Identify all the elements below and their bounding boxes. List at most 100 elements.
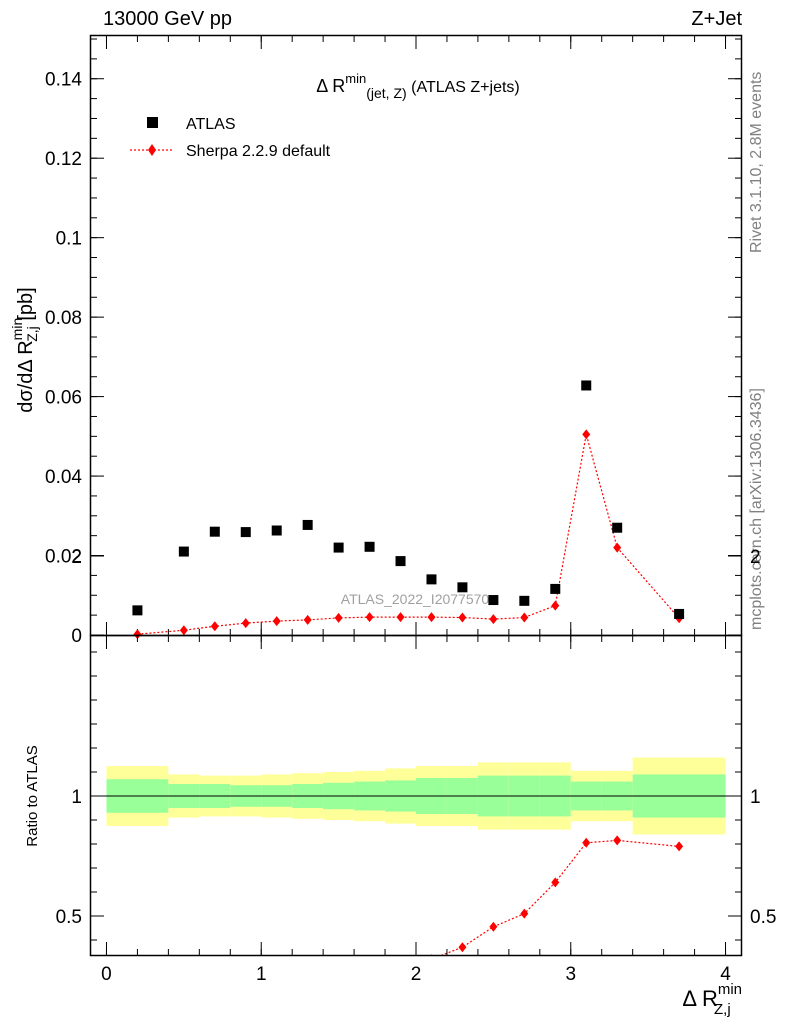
header-right-label: Z+Jet [691, 8, 742, 30]
legend-sherpa-label: Sherpa 2.2.9 default [186, 143, 331, 160]
sherpa-point [210, 621, 219, 632]
main-y-axis-label-sub: Z,j [24, 326, 40, 342]
atlas-point [457, 582, 468, 593]
sherpa-point [582, 429, 591, 440]
ratio-sherpa-point [304, 997, 312, 1007]
x-tick-label: 4 [720, 964, 731, 985]
ratio-sherpa-point [211, 1011, 219, 1021]
sherpa-point [272, 616, 281, 627]
x-tick-label: 2 [411, 964, 422, 985]
x-axis-label-base: Δ R [682, 986, 717, 1011]
main-y-tick-labels: 0 0.02 0.04 0.06 0.08 0.1 0.12 0.14 [45, 70, 82, 647]
ratio-sherpa-point [366, 983, 374, 993]
x-tick-label: 0 [101, 964, 112, 985]
ratio-sherpa-point [335, 985, 343, 995]
main-y-tick-label: 0.06 [45, 388, 82, 409]
atlas-point [240, 527, 251, 538]
ratio-sherpa-point [551, 877, 560, 888]
ratio-sherpa-point [489, 921, 498, 932]
main-y-axis-label-base: dσ/dΔ R [15, 340, 37, 412]
atlas-point [302, 519, 313, 530]
x-tick-label: 1 [256, 964, 267, 985]
ratio-y-tick-label-left: 2 [71, 547, 82, 568]
sherpa-point [133, 629, 142, 640]
ratio-sherpa-point [675, 841, 684, 852]
ratio-y-axis-label: Ratio to ATLAS [24, 745, 41, 846]
atlas-point [271, 525, 282, 536]
analysis-watermark: ATLAS_2022_I2077570 [341, 591, 490, 607]
ratio-sherpa-line [440, 839, 680, 955]
legend-sherpa-marker [148, 144, 156, 156]
main-title-tail: (ATLAS Z+jets) [407, 79, 520, 96]
sherpa-point [179, 625, 188, 636]
atlas-point [674, 608, 685, 619]
atlas-point [364, 541, 375, 552]
x-axis-label-sub: Z,j [714, 1001, 731, 1018]
x-tick-labels: 0 1 2 3 4 [101, 964, 731, 985]
atlas-point [426, 574, 437, 585]
atlas-point [612, 522, 623, 533]
atlas-point [333, 542, 344, 553]
ratio-sherpa-point [520, 908, 529, 919]
legend-atlas-label: ATLAS [186, 116, 236, 133]
main-title-sup: min [345, 71, 366, 86]
main-title-base: Δ R [316, 76, 345, 96]
ratio-sherpa-point [397, 973, 405, 983]
x-axis-label-sup: min [718, 981, 742, 998]
sherpa-point [365, 612, 374, 623]
ratio-axis-ticks [91, 555, 741, 955]
ratio-sherpa-point [273, 1000, 281, 1010]
sherpa-point [427, 612, 436, 623]
main-y-tick-label: 0.1 [56, 229, 82, 250]
main-y-axis-label-tail: [pb] [15, 287, 37, 326]
ratio-y-tick-label-left: 1 [71, 787, 82, 808]
ratio-y-tick-label-right: 1 [750, 787, 761, 808]
main-y-tick-label: 0 [71, 626, 82, 647]
ratio-sherpa-point [613, 835, 622, 846]
main-y-tick-label: 0.04 [45, 467, 82, 488]
ratio-y-tick-labels: 0.5 0.5 1 1 2 2 [56, 547, 777, 928]
atlas-point [581, 380, 592, 391]
ratio-sherpa-point [458, 942, 467, 953]
main-y-axis-label: dσ/dΔ RminZ,j [pb] [9, 287, 40, 412]
main-y-tick-label: 0.02 [45, 547, 82, 568]
atlas-point [132, 605, 143, 616]
atlas-point [395, 556, 406, 567]
ratio-sherpa-point [582, 837, 591, 848]
ratio-sherpa-point [242, 1003, 250, 1013]
main-y-axis-label-sup: min [9, 318, 25, 341]
ratio-data-series [180, 835, 684, 1024]
sherpa-point [613, 542, 622, 553]
main-data-series [132, 380, 685, 640]
main-y-tick-label: 0.12 [45, 149, 82, 170]
main-panel: Δ Rmin(jet, Z) (ATLAS Z+jets) dσ/dΔ Rmin… [9, 34, 743, 647]
sherpa-point [396, 612, 405, 623]
sherpa-point [489, 614, 498, 625]
ratio-sherpa-point [180, 1017, 188, 1024]
ratio-panel: 0.5 0.5 1 1 2 2 0 1 2 3 4 Ratio to ATLAS Δ Rmin Z,… [24, 547, 777, 1024]
sherpa-point [458, 612, 467, 623]
atlas-point [488, 595, 499, 606]
main-y-tick-label: 0.14 [45, 70, 82, 91]
ratio-y-tick-label-right: 0.5 [750, 907, 776, 928]
sherpa-point [520, 612, 529, 623]
ratio-y-tick-label-left: 0.5 [56, 907, 82, 928]
x-axis-label: Δ Rmin Z,j [682, 981, 742, 1018]
ratio-y-tick-label-right: 2 [750, 547, 761, 568]
atlas-point [550, 583, 561, 594]
header-left-label: 13000 GeV pp [103, 8, 232, 30]
main-title: Δ Rmin(jet, Z) (ATLAS Z+jets) [316, 71, 520, 101]
sherpa-point [303, 614, 312, 625]
main-y-tick-label: 0.08 [45, 308, 82, 329]
sherpa-point [241, 618, 250, 629]
x-tick-label: 3 [565, 964, 576, 985]
sherpa-point [334, 612, 343, 623]
atlas-point [178, 546, 189, 557]
legend-atlas-marker [147, 117, 158, 128]
legend: ATLAS Sherpa 2.2.9 default [130, 116, 331, 160]
main-title-sub: (jet, Z) [366, 85, 406, 101]
sherpa-point [551, 600, 560, 611]
atlas-point [519, 595, 530, 606]
ratio-frame [89, 634, 743, 957]
